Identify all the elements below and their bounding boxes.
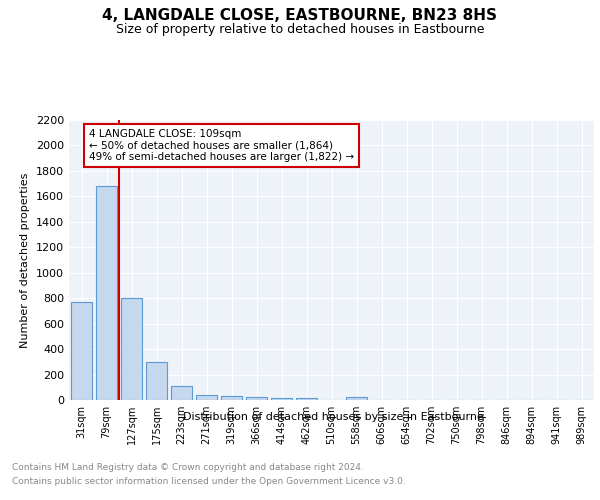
Text: 4, LANGDALE CLOSE, EASTBOURNE, BN23 8HS: 4, LANGDALE CLOSE, EASTBOURNE, BN23 8HS bbox=[103, 8, 497, 22]
Bar bbox=[346, 398, 367, 400]
Bar bbox=[246, 397, 267, 400]
Text: Distribution of detached houses by size in Eastbourne: Distribution of detached houses by size … bbox=[182, 412, 484, 422]
Bar bbox=[271, 398, 292, 400]
Text: Contains public sector information licensed under the Open Government Licence v3: Contains public sector information licen… bbox=[12, 478, 406, 486]
Bar bbox=[96, 186, 117, 400]
Text: Contains HM Land Registry data © Crown copyright and database right 2024.: Contains HM Land Registry data © Crown c… bbox=[12, 462, 364, 471]
Bar bbox=[146, 362, 167, 400]
Text: Size of property relative to detached houses in Eastbourne: Size of property relative to detached ho… bbox=[116, 22, 484, 36]
Bar bbox=[171, 386, 192, 400]
Bar bbox=[196, 395, 217, 400]
Bar bbox=[71, 302, 92, 400]
Text: 4 LANGDALE CLOSE: 109sqm
← 50% of detached houses are smaller (1,864)
49% of sem: 4 LANGDALE CLOSE: 109sqm ← 50% of detach… bbox=[89, 129, 354, 162]
Bar bbox=[221, 396, 242, 400]
Bar bbox=[121, 298, 142, 400]
Bar bbox=[296, 398, 317, 400]
Y-axis label: Number of detached properties: Number of detached properties bbox=[20, 172, 31, 348]
